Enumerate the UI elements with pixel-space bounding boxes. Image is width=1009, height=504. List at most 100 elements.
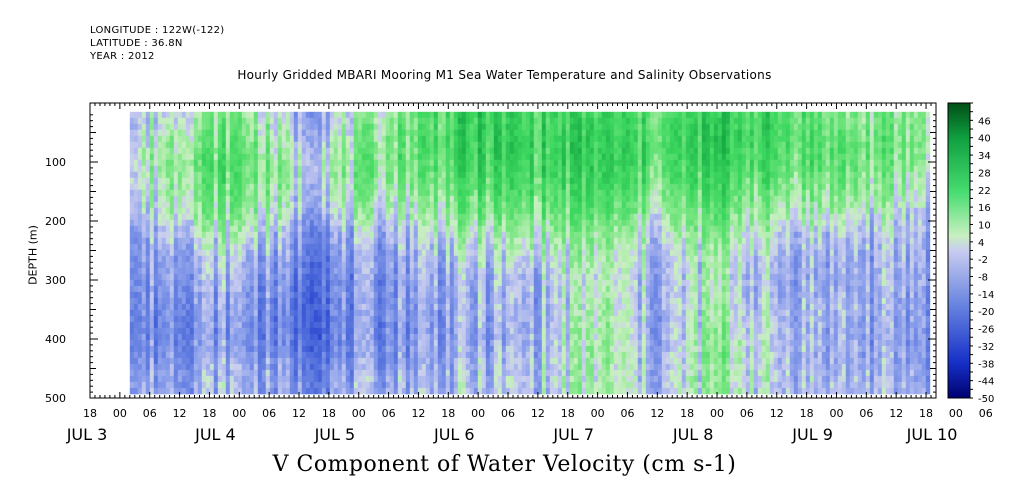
heat-cell [513,321,519,329]
heat-cell [473,321,479,329]
heat-cell [213,195,219,203]
heat-cell [553,147,559,155]
heat-cell [349,153,355,161]
heat-cell [329,219,335,227]
heat-cell [177,135,183,143]
heat-cell [533,225,539,233]
heat-cell [161,267,167,275]
heat-cell [201,375,207,383]
heat-cell [173,375,179,383]
heat-cell [521,273,527,281]
heat-cell [445,273,451,281]
heat-cell [189,279,195,287]
heat-cell [173,387,179,395]
heat-cell [221,291,227,299]
heat-cell [473,309,479,317]
heat-cell [325,153,331,161]
heat-cell [441,135,447,143]
heat-cell [453,189,459,197]
heat-cell [357,345,363,353]
heat-cell [253,153,259,161]
heat-cell [129,219,135,227]
heat-cell [401,363,407,371]
heat-cell [345,321,351,329]
heat-cell [461,375,467,383]
heat-cell [441,321,447,329]
heat-cell [461,327,467,335]
heat-cell [425,177,431,185]
heat-cell [145,255,151,263]
heat-cell [441,381,447,389]
heat-cell [405,285,411,293]
heat-cell [353,219,359,227]
heat-cell [401,189,407,197]
heat-cell [537,171,543,179]
heat-cell [329,369,335,377]
heat-cell [533,117,539,125]
heat-cell [145,267,151,275]
heat-cell [389,207,395,215]
heat-cell [457,309,463,317]
heat-cell [253,255,259,263]
heat-cell [277,357,283,365]
heat-cell [161,291,167,299]
heat-cell [509,261,515,269]
heat-cell [157,237,163,245]
heat-cell [541,369,547,377]
heat-cell [173,303,179,311]
heat-cell [489,267,495,275]
heat-cell [381,129,387,137]
heat-cell [177,339,183,347]
heat-cell [285,327,291,335]
heat-cell [389,315,395,323]
heat-cell [341,315,347,323]
heat-cell [509,123,515,131]
heat-cell [497,357,503,365]
heat-cell [129,195,135,203]
heat-cell [261,135,267,143]
heat-cell [425,219,431,227]
heat-cell [549,111,555,119]
heat-cell [329,267,335,275]
heat-cell [433,213,439,221]
heat-cell [209,201,215,209]
heat-cell [481,147,487,155]
heat-cell [453,327,459,335]
heat-cell [197,309,203,317]
heat-cell [269,177,275,185]
heat-cell [369,243,375,251]
heat-cell [233,225,239,233]
heat-cell [261,339,267,347]
heat-cell [197,285,203,293]
heat-cell [209,177,215,185]
heat-cell [265,177,271,185]
heat-cell [457,111,463,119]
heat-cell [153,333,159,341]
heat-cell [289,195,295,203]
heat-cell [201,111,207,119]
heat-cell [333,159,339,167]
heat-cell [541,171,547,179]
heat-cell [485,351,491,359]
heat-cell [241,321,247,329]
heat-cell [409,351,415,359]
heat-cell [185,303,191,311]
heat-cell [329,213,335,221]
heat-cell [549,357,555,365]
heat-cell [389,381,395,389]
heat-cell [313,219,319,227]
heat-cell [181,195,187,203]
heat-cell [357,303,363,311]
heat-cell [513,225,519,233]
heat-cell [137,339,143,347]
heat-cell [329,171,335,179]
heat-cell [217,315,223,323]
heat-cell [165,387,171,395]
heat-cell [397,219,403,227]
heat-cell [453,123,459,131]
heat-cell [493,171,499,179]
heat-cell [197,333,203,341]
heat-cell [289,243,295,251]
heat-cell [165,159,171,167]
heat-cell [221,369,227,377]
